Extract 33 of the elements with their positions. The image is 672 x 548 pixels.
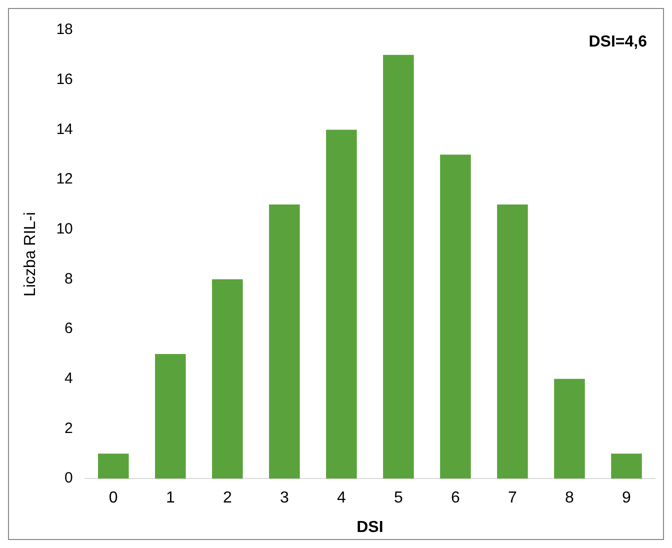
y-tick-label: 14 xyxy=(56,120,73,138)
x-tick-label: 3 xyxy=(280,490,289,507)
bar xyxy=(326,130,357,479)
y-tick-label: 10 xyxy=(56,220,73,238)
y-tick-label: 16 xyxy=(56,70,73,88)
x-tick-label: 0 xyxy=(108,490,118,507)
bar xyxy=(383,54,414,479)
bar xyxy=(554,378,585,479)
x-tick-label: 7 xyxy=(508,490,518,507)
y-tick-label: 0 xyxy=(64,470,73,487)
y-tick-label: 8 xyxy=(64,270,73,288)
x-tick-label: 8 xyxy=(565,490,574,507)
y-tick-label: 18 xyxy=(56,21,73,38)
bar xyxy=(611,454,642,479)
y-tick-label: 4 xyxy=(64,370,73,388)
x-tick-label: 5 xyxy=(394,490,403,507)
bar xyxy=(269,204,300,479)
bar xyxy=(497,204,528,479)
annotation: DSI=4,6 xyxy=(588,33,648,50)
x-tick-label: 6 xyxy=(451,490,460,507)
x-tick-label: 2 xyxy=(222,490,232,507)
x-tick-label: 9 xyxy=(622,490,632,507)
x-tick-label: 1 xyxy=(166,490,175,507)
x-axis-title: DSI xyxy=(356,518,384,536)
x-tick-label: 4 xyxy=(336,490,346,507)
y-tick-label: 6 xyxy=(64,320,73,338)
bar xyxy=(212,279,243,479)
y-axis-title: Liczba RIL-i xyxy=(22,212,40,297)
bar xyxy=(98,454,129,479)
y-tick-label: 2 xyxy=(64,420,73,437)
bar xyxy=(440,154,471,479)
y-tick-label: 12 xyxy=(56,170,73,188)
bar xyxy=(155,354,186,479)
